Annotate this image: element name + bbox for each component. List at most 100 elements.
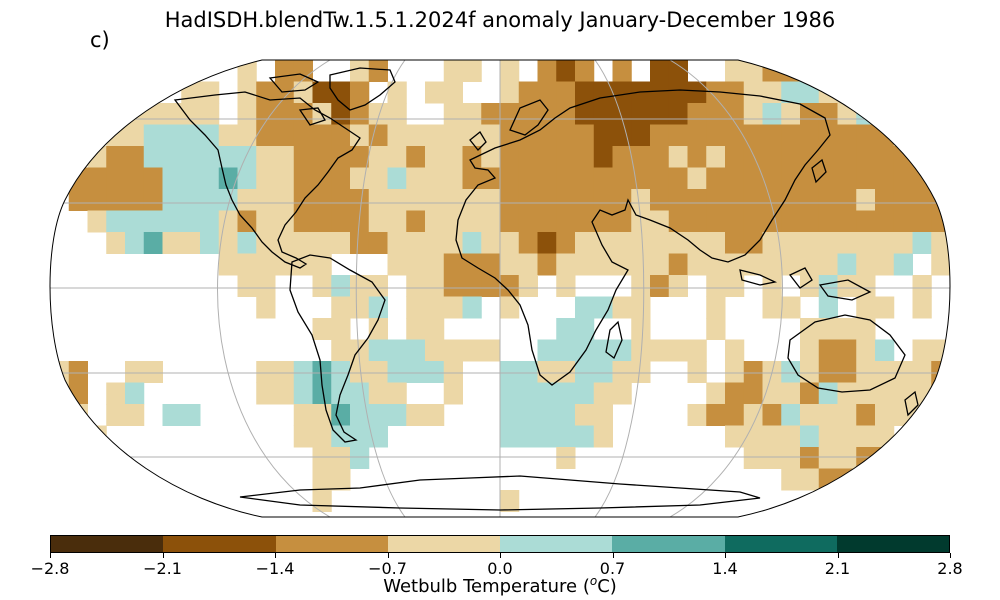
anomaly-cell [443, 253, 463, 276]
anomaly-cell [275, 146, 295, 168]
anomaly-cell [293, 425, 313, 448]
anomaly-cell [875, 81, 895, 104]
colorbar-tick [837, 553, 839, 558]
anomaly-cell [818, 339, 838, 362]
anomaly-cell [931, 253, 950, 276]
anomaly-cell [818, 189, 838, 211]
anomaly-cell [800, 361, 820, 383]
anomaly-cell [275, 167, 295, 190]
anomaly-cell [143, 146, 163, 168]
anomaly-cell [800, 468, 820, 491]
colorbar-tick-label: −0.7 [368, 559, 407, 578]
colorbar-segment [612, 536, 725, 552]
anomaly-cell [931, 425, 950, 448]
anomaly-cell [781, 425, 801, 448]
anomaly-cell [743, 232, 763, 254]
anomaly-cell [87, 425, 107, 448]
anomaly-cell [800, 189, 820, 211]
anomaly-cell [106, 189, 126, 211]
anomaly-cell [350, 124, 370, 147]
colorbar-tick-label: 1.4 [712, 559, 738, 578]
anomaly-cell [650, 189, 670, 211]
anomaly-cell [537, 382, 557, 405]
anomaly-cell [875, 361, 895, 383]
globe-outline [49, 59, 951, 518]
anomaly-cell [856, 425, 876, 448]
anomaly-cell [950, 232, 969, 254]
anomaly-cell [893, 490, 913, 512]
anomaly-cell [256, 382, 276, 405]
anomaly-cell [106, 210, 126, 233]
anomaly-cell [406, 232, 426, 254]
anomaly-cell [406, 339, 426, 362]
anomaly-cell [706, 210, 726, 233]
anomaly-cell [256, 167, 276, 190]
anomaly-cell [781, 253, 801, 276]
anomaly-cell [781, 103, 801, 125]
anomaly-cell [668, 60, 688, 82]
anomaly-cell [218, 253, 238, 276]
anomaly-cell [687, 167, 707, 190]
anomaly-cell [556, 189, 576, 211]
anomaly-cell [331, 189, 351, 211]
anomaly-cell [200, 189, 220, 211]
anomaly-cell [856, 468, 876, 491]
anomaly-cell [425, 296, 445, 319]
anomaly-cell [537, 167, 557, 190]
anomaly-cell [687, 210, 707, 233]
anomaly-cell [912, 361, 932, 383]
anomaly-cell [256, 253, 276, 276]
anomaly-cell [162, 167, 182, 190]
anomaly-cell [762, 189, 782, 211]
anomaly-cell [518, 210, 538, 233]
anomaly-cell [668, 339, 688, 362]
anomaly-cell [275, 361, 295, 383]
anomaly-cell [668, 146, 688, 168]
anomaly-cell [856, 124, 876, 147]
anomaly-cell [612, 124, 632, 147]
anomaly-cell [856, 210, 876, 233]
anomaly-cell [312, 382, 332, 405]
anomaly-cell [368, 103, 388, 125]
anomaly-cell [687, 404, 707, 426]
anomaly-cell [331, 318, 351, 340]
anomaly-cell [706, 167, 726, 190]
anomaly-cell [875, 253, 895, 276]
anomaly-cell [743, 425, 763, 448]
anomaly-cell [200, 167, 220, 190]
anomaly-cell [443, 124, 463, 147]
anomaly-cell [818, 167, 838, 190]
anomaly-cell [406, 124, 426, 147]
anomaly-cell [762, 210, 782, 233]
anomaly-cell [143, 189, 163, 211]
anomaly-cell [500, 81, 520, 104]
anomaly-cell [575, 103, 595, 125]
anomaly-cell [818, 447, 838, 469]
anomaly-cell [443, 81, 463, 104]
anomaly-cell [368, 404, 388, 426]
anomaly-cell [500, 275, 520, 297]
anomaly-cell [518, 146, 538, 168]
anomaly-cell [125, 232, 145, 254]
anomaly-cell [593, 146, 613, 168]
anomaly-cell [425, 146, 445, 168]
anomaly-cell [856, 253, 876, 276]
anomaly-cell [706, 146, 726, 168]
anomaly-cell [631, 103, 651, 125]
anomaly-cell [331, 425, 351, 448]
colorbar-segment [724, 536, 837, 552]
anomaly-cell [856, 296, 876, 319]
anomaly-cell [593, 296, 613, 319]
anomaly-cell [275, 382, 295, 405]
anomaly-cell [575, 425, 595, 448]
anomaly-cell [331, 232, 351, 254]
colorbar-segment [500, 536, 613, 552]
anomaly-cell [818, 296, 838, 319]
anomaly-cell [725, 404, 745, 426]
anomaly-cell [875, 103, 895, 125]
anomaly-cell [425, 253, 445, 276]
anomaly-cell [312, 189, 332, 211]
anomaly-cell [912, 339, 932, 362]
anomaly-cell [350, 382, 370, 405]
anomaly-cell [387, 361, 407, 383]
